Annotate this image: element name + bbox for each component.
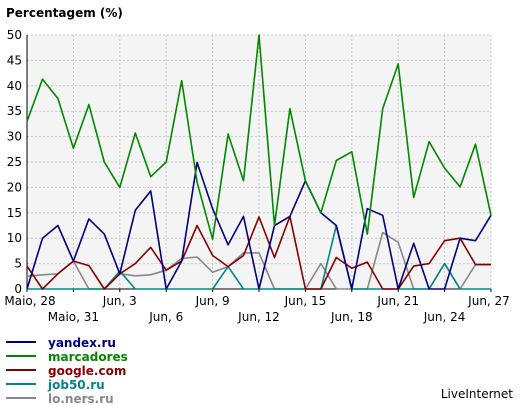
chart-title: Percentagem (%) — [6, 6, 123, 20]
series-line-yandex-ru — [26, 161, 492, 290]
y-tick-label: 0 — [14, 282, 22, 296]
y-tick-label: 10 — [7, 231, 22, 245]
x-tick-label: Jun, 27 — [467, 294, 510, 308]
y-tick-label: 40 — [7, 79, 22, 93]
y-tick-label: 50 — [7, 28, 22, 42]
credit-label: LiveInternet — [441, 387, 513, 401]
series-line-google-com — [26, 215, 491, 290]
x-tick-label: Maio, 31 — [48, 310, 99, 324]
x-tick-label: Jun, 6 — [148, 310, 183, 324]
y-tick-label: 15 — [7, 206, 22, 220]
y-tick-label: 45 — [7, 53, 22, 67]
legend: yandex.rumarcadoresgoogle.comjob50.rulo.… — [6, 336, 128, 405]
x-tick-label: Jun, 24 — [423, 310, 466, 324]
series-line-marcadores — [26, 34, 492, 240]
x-tick-label: Jun, 12 — [237, 310, 280, 324]
x-tick-label: Jun, 15 — [284, 294, 327, 308]
y-tick-label: 5 — [14, 257, 22, 271]
y-tick-label: 35 — [7, 104, 22, 118]
legend-label: lo.ners.ru — [48, 392, 114, 405]
x-tick-label: Jun, 3 — [102, 294, 137, 308]
legend-label: yandex.ru — [48, 336, 116, 350]
y-tick-label: 20 — [7, 180, 22, 194]
x-tick-label: Jun, 21 — [376, 294, 419, 308]
legend-label: marcadores — [48, 350, 128, 364]
legend-label: google.com — [48, 364, 126, 378]
y-tick-label: 30 — [7, 130, 22, 144]
y-tick-label: 25 — [7, 155, 22, 169]
x-tick-label: Jun, 18 — [330, 310, 373, 324]
legend-label: job50.ru — [47, 378, 105, 392]
x-tick-label: Jun, 9 — [195, 294, 230, 308]
x-tick-label: Maio, 28 — [4, 294, 55, 308]
